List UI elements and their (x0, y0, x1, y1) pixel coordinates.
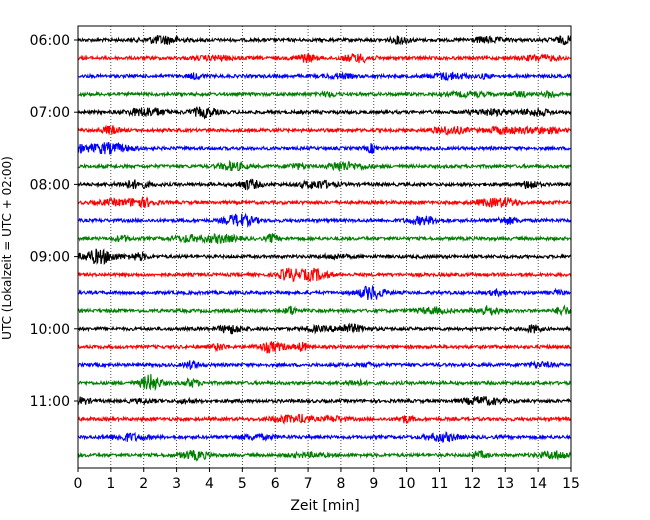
x-tick-label: 7 (304, 476, 313, 492)
x-tick-label: 10 (398, 476, 416, 492)
x-tick-label: 14 (529, 476, 547, 492)
trace-1100 (77, 396, 572, 406)
trace-1130 (77, 431, 572, 443)
y-tick-label: 07:00 (30, 105, 70, 121)
trace-0900 (77, 248, 572, 265)
y-axis-ticks: 06:00 07:00 08:00 09:00 10:00 11:00 (30, 33, 78, 410)
y-tick-label: 11:00 (30, 394, 70, 410)
trace-0645 (77, 89, 572, 99)
x-tick-label: 6 (271, 476, 280, 492)
x-tick-label: 1 (106, 476, 115, 492)
x-axis-ticks: 0 1 2 3 4 5 6 7 8 9 10 11 12 13 14 15 (74, 468, 580, 492)
x-tick-label: 5 (238, 476, 247, 492)
y-tick-label: 06:00 (30, 33, 70, 49)
y-tick-label: 08:00 (30, 177, 70, 193)
trace-0830 (77, 212, 572, 228)
x-tick-label: 9 (369, 476, 378, 492)
x-tick-label: 15 (562, 476, 580, 492)
x-tick-label: 13 (496, 476, 514, 492)
trace-1030 (77, 360, 572, 370)
x-tick-label: 12 (463, 476, 481, 492)
trace-0600 (77, 35, 572, 46)
y-tick-label: 09:00 (30, 250, 70, 266)
trace-1000 (77, 322, 572, 335)
trace-0700 (77, 105, 572, 120)
x-axis-label: Zeit [min] (290, 498, 359, 514)
trace-0615 (77, 52, 572, 64)
x-tick-label: 2 (139, 476, 148, 492)
trace-1145 (77, 449, 572, 462)
x-tick-label: 11 (431, 476, 449, 492)
trace-0745 (77, 159, 572, 173)
trace-0815 (77, 196, 572, 209)
trace-0800 (77, 178, 572, 191)
trace-0945 (77, 304, 572, 317)
y-tick-label: 10:00 (30, 322, 70, 338)
trace-0845 (77, 232, 572, 245)
x-tick-label: 8 (336, 476, 345, 492)
trace-0630 (77, 71, 572, 82)
plot-frame (77, 25, 572, 469)
trace-group (77, 35, 572, 462)
x-tick-label: 4 (205, 476, 214, 492)
trace-0915 (77, 267, 572, 283)
x-tick-label: 0 (74, 476, 83, 492)
trace-0730 (77, 141, 572, 155)
trace-1045 (77, 374, 572, 392)
trace-0930 (77, 284, 572, 300)
trace-1115 (77, 413, 572, 425)
trace-0715 (77, 124, 572, 136)
y-axis-label: UTC (Lokalzeit = UTC + 02:00) (0, 156, 14, 340)
trace-1015 (78, 341, 572, 354)
x-tick-label: 3 (172, 476, 181, 492)
